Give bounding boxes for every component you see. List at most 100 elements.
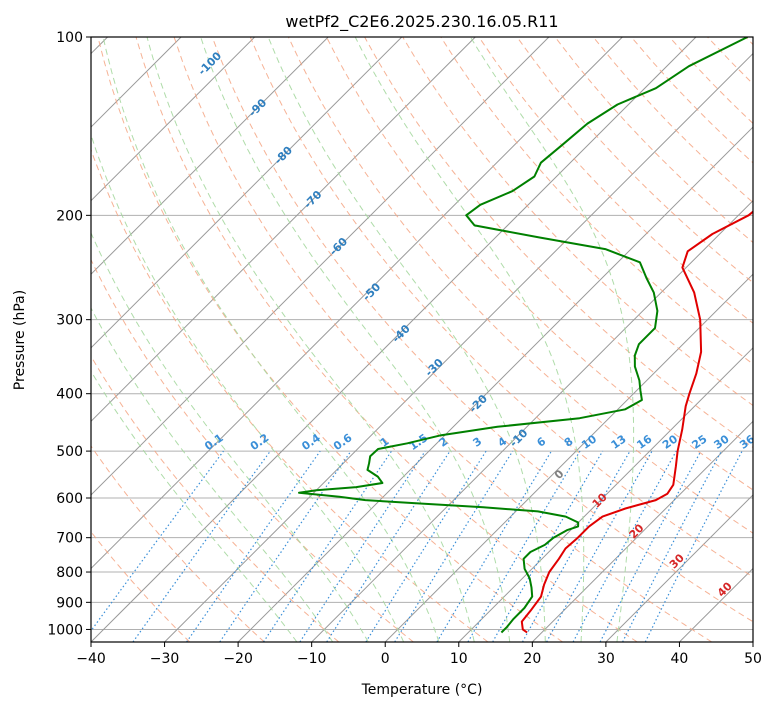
mixing-ratio-line xyxy=(644,450,743,642)
x-tick-label: 40 xyxy=(671,651,689,667)
mixing-ratio-label: 10 xyxy=(579,432,599,452)
mixing-ratio-line xyxy=(394,450,514,642)
mixing-ratio-line xyxy=(521,450,631,642)
isotherm-line xyxy=(91,37,697,642)
x-tick-label: −10 xyxy=(297,651,327,667)
dry-adiabat-line xyxy=(554,37,753,244)
mixing-ratio-lines xyxy=(91,450,743,642)
isotherm-line xyxy=(458,347,753,642)
moist-adiabat-line xyxy=(91,133,405,642)
mixing-ratio-line xyxy=(572,450,677,642)
dry-adiabat-line xyxy=(135,37,638,642)
moist-adiabat-label: 20 xyxy=(627,521,647,541)
mixing-ratio-label: 8 xyxy=(562,435,576,450)
y-axis-label: Pressure (hPa) xyxy=(12,290,28,390)
isotherm-label: -40 xyxy=(390,322,413,345)
isotherm-label: -30 xyxy=(423,356,446,379)
dry-adiabat-line xyxy=(669,37,753,125)
dry-adiabat-line xyxy=(287,37,753,534)
mixing-ratio-line xyxy=(546,450,653,642)
mixing-ratio-label: 36 xyxy=(737,432,757,452)
isotherm-line xyxy=(311,199,753,642)
moist-adiabat-line xyxy=(91,370,298,642)
mixing-ratio-line xyxy=(365,450,487,642)
isotherm-line xyxy=(164,52,753,642)
dry-adiabat-line xyxy=(707,37,753,85)
moist-adiabat-label: 40 xyxy=(715,579,735,599)
mixing-ratio-label: 13 xyxy=(609,432,629,451)
dry-adiabat-line xyxy=(326,37,753,491)
x-tick-label: 0 xyxy=(381,651,390,667)
isotherm-line xyxy=(531,420,753,642)
dry-adiabat-line xyxy=(173,37,713,642)
mixing-ratio-label: 0.6 xyxy=(331,431,355,453)
isotherm-line xyxy=(91,37,550,496)
isotherm-line xyxy=(605,494,753,642)
x-axis-ticks: −40 −30 −20 −10 0 10 20 30 40 50 xyxy=(76,642,762,667)
dry-adiabat-line xyxy=(91,531,191,642)
isotherm-label: -20 xyxy=(467,392,490,415)
x-tick-label: 50 xyxy=(744,651,762,667)
isotherm-line xyxy=(91,37,623,570)
isotherm-label: -100 xyxy=(196,49,225,78)
x-tick-label: −20 xyxy=(223,651,253,667)
mixing-ratio-line xyxy=(436,450,553,642)
dry-adiabat-line xyxy=(516,37,753,284)
dewpoint-profile-line xyxy=(298,37,748,634)
x-axis-label: Temperature (°C) xyxy=(361,682,483,698)
mixing-ratio-label: 30 xyxy=(712,432,732,452)
isotherm-line xyxy=(91,37,476,423)
mixing-ratio-line xyxy=(132,450,271,642)
dry-adiabat-line xyxy=(91,258,414,642)
x-tick-label: −30 xyxy=(150,651,180,667)
dry-adiabat-line xyxy=(211,37,753,623)
x-tick-label: 10 xyxy=(450,651,468,667)
x-tick-label: 20 xyxy=(523,651,541,667)
y-axis-ticks: 1000 900 800 700 600 500 400 300 200 100 xyxy=(47,30,91,638)
mixing-ratio-label: 0.2 xyxy=(248,431,271,453)
plot-area: 0.1 0.2 0.4 0.6 1 1.5 2 3 4 6 8 10 13 16 20 25 30 36-100-… xyxy=(91,37,757,642)
moist-adiabat-line xyxy=(354,37,585,642)
moist-adiabat-line xyxy=(146,37,475,642)
chart-title: wetPf2_C2E6.2025.230.16.05.R11 xyxy=(285,12,558,32)
plot-frame xyxy=(90,36,754,643)
moist-adiabat-line xyxy=(91,307,334,642)
moist-adiabat-line xyxy=(267,37,546,642)
dry-adiabat-line xyxy=(91,355,340,642)
mixing-ratio-label: 0.1 xyxy=(202,431,225,453)
mixing-ratio-label: 25 xyxy=(690,432,710,451)
dry-adiabat-line xyxy=(592,37,753,204)
isotherm-line xyxy=(679,567,753,642)
dry-adiabat-line xyxy=(97,37,563,642)
isotherm-lines xyxy=(91,37,753,642)
moist-adiabat-line xyxy=(102,37,440,642)
moist-adiabat-line xyxy=(469,37,635,642)
y-tick-label: 300 xyxy=(56,313,83,329)
moist-adiabat-label: 0 xyxy=(552,467,567,482)
y-tick-label: 500 xyxy=(56,444,83,460)
dry-adiabat-line xyxy=(440,37,753,365)
sounding-profiles xyxy=(298,37,753,634)
mixing-ratio-line xyxy=(262,450,392,642)
moist-adiabat-label: 30 xyxy=(667,551,687,571)
mixing-ratio-label: 6 xyxy=(534,434,548,449)
y-tick-label: 900 xyxy=(56,595,83,611)
moist-adiabat-line xyxy=(91,231,369,642)
moist-adiabat-lines xyxy=(91,37,635,642)
mixing-ratio-line xyxy=(326,450,451,642)
mixing-ratio-line xyxy=(91,450,224,632)
isotherm-line xyxy=(91,37,256,202)
grid-lines xyxy=(91,37,753,630)
y-tick-label: 800 xyxy=(56,565,83,581)
isotherm-line xyxy=(237,126,753,642)
moist-adiabat-line xyxy=(200,37,511,642)
isotherm-line xyxy=(752,641,753,642)
x-tick-label: −40 xyxy=(76,651,106,667)
dry-adiabat-line xyxy=(249,37,753,578)
isotherm-label: -10 xyxy=(507,426,530,449)
y-tick-label: 200 xyxy=(56,208,83,224)
y-tick-label: 700 xyxy=(56,531,83,547)
dry-adiabat-line xyxy=(91,445,265,642)
temperature-profile-line xyxy=(520,210,753,634)
